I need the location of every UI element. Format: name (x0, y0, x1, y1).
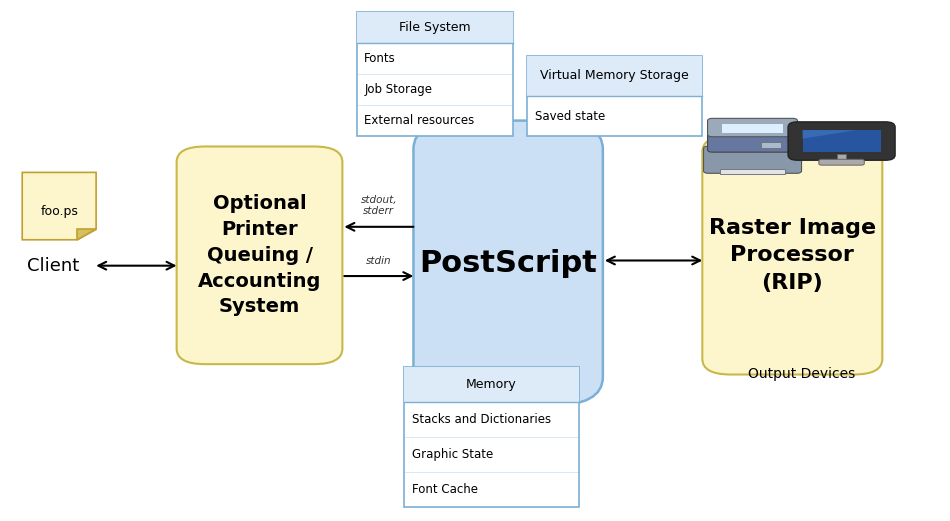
Text: Stacks and Dictionaries: Stacks and Dictionaries (411, 413, 551, 426)
Bar (356, 12, 513, 136)
Bar (527, 56, 702, 96)
FancyBboxPatch shape (177, 146, 342, 364)
Bar (404, 367, 580, 402)
Text: Font Cache: Font Cache (411, 482, 478, 495)
Text: foo.ps: foo.ps (40, 205, 78, 218)
Text: PostScript: PostScript (419, 249, 598, 278)
FancyBboxPatch shape (708, 118, 798, 137)
Polygon shape (22, 172, 96, 240)
FancyBboxPatch shape (702, 136, 883, 375)
FancyBboxPatch shape (788, 122, 895, 160)
Text: Virtual Memory Storage: Virtual Memory Storage (541, 69, 689, 82)
FancyBboxPatch shape (819, 159, 864, 165)
Text: Fonts: Fonts (364, 52, 396, 65)
Text: Output Devices: Output Devices (749, 367, 855, 381)
Bar (356, 12, 513, 43)
Polygon shape (77, 229, 96, 240)
Text: stdin: stdin (366, 256, 391, 266)
Text: Job Storage: Job Storage (364, 83, 432, 96)
Bar (803, 130, 881, 152)
Bar (722, 123, 783, 133)
Text: Memory: Memory (466, 378, 517, 391)
Text: Optional
Printer
Queuing /
Accounting
System: Optional Printer Queuing / Accounting Sy… (198, 194, 321, 316)
Text: Saved state: Saved state (535, 109, 605, 122)
Polygon shape (803, 130, 856, 139)
Bar (404, 367, 580, 506)
Text: stdout,
stderr: stdout, stderr (361, 195, 397, 216)
Bar (720, 168, 785, 174)
Text: Graphic State: Graphic State (411, 448, 493, 461)
Bar (837, 154, 846, 162)
Text: File System: File System (399, 21, 470, 34)
Text: External resources: External resources (364, 114, 474, 127)
FancyBboxPatch shape (704, 146, 802, 173)
Bar (761, 142, 781, 148)
Bar (527, 56, 702, 136)
Text: Client: Client (28, 257, 80, 275)
FancyBboxPatch shape (708, 132, 798, 152)
FancyBboxPatch shape (413, 120, 603, 406)
Text: Raster Image
Processor
(RIP): Raster Image Processor (RIP) (709, 218, 876, 292)
